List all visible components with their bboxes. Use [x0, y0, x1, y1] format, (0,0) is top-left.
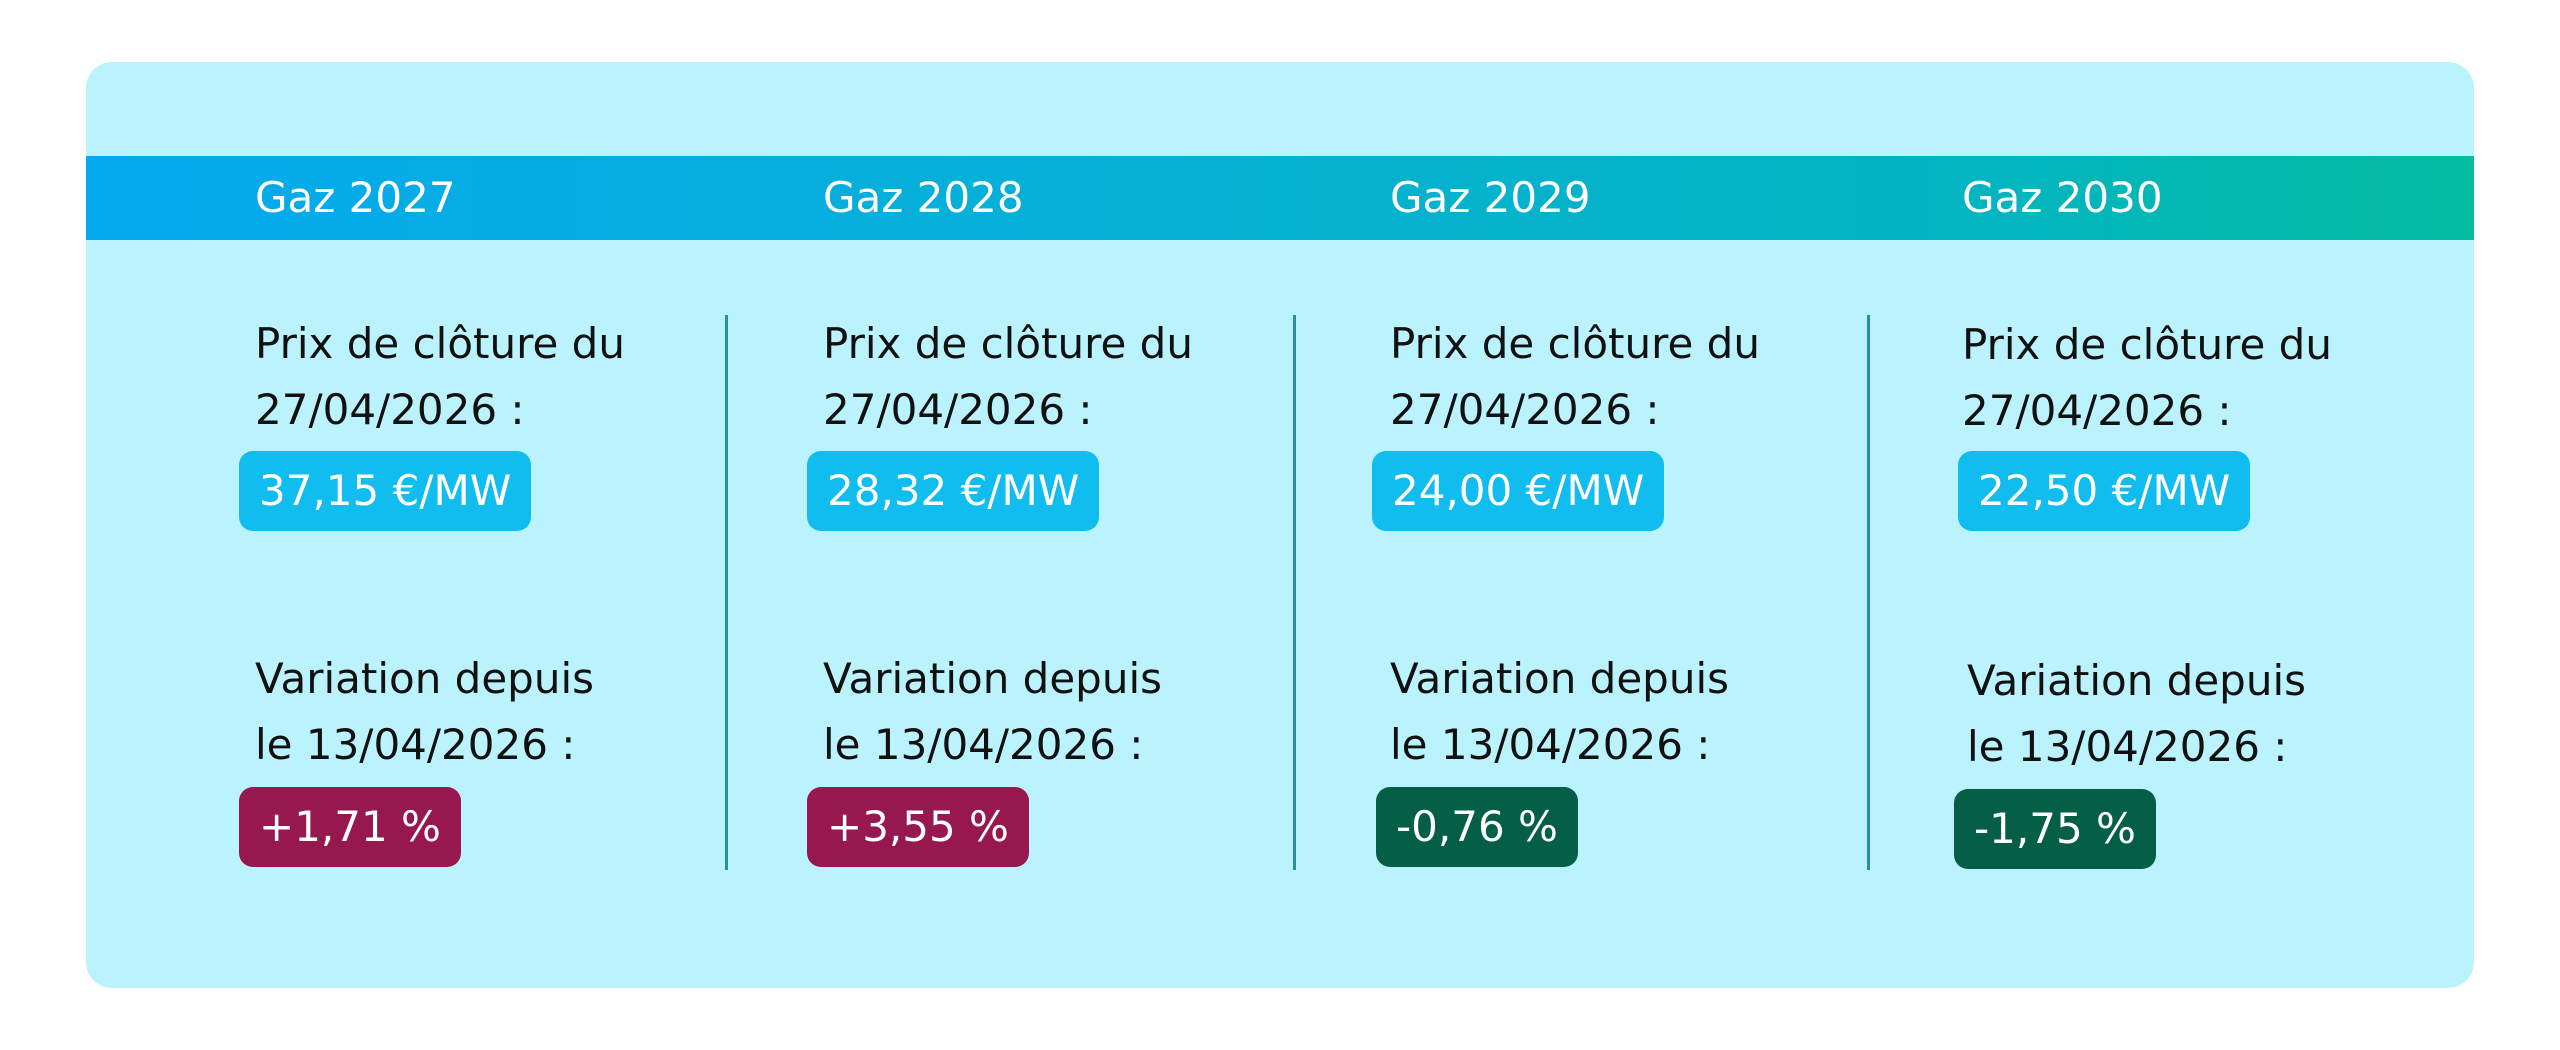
- price-label-line1: Prix de clôture du: [1962, 320, 2332, 369]
- variation-badge: +1,71 %: [239, 787, 461, 867]
- variation-badge: +3,55 %: [807, 787, 1029, 867]
- price-badge: 24,00 €/MW: [1372, 451, 1665, 531]
- variation-label-line2: le 13/04/2026 :: [1967, 722, 2288, 771]
- column-divider: [1293, 315, 1296, 870]
- price-label-line2: 27/04/2026 :: [823, 385, 1093, 434]
- gas-prices-card: Gaz 2027 Gaz 2028 Gaz 2029 Gaz 2030 Prix…: [86, 62, 2474, 988]
- variation-badge: -0,76 %: [1376, 787, 1578, 867]
- variation-label-line2: le 13/04/2026 :: [255, 720, 576, 769]
- price-badge: 22,50 €/MW: [1958, 451, 2251, 531]
- price-badge: 37,15 €/MW: [239, 451, 532, 531]
- column-divider: [725, 315, 728, 870]
- price-badge: 28,32 €/MW: [807, 451, 1100, 531]
- column-title-gaz-2030: Gaz 2030: [1962, 173, 2163, 222]
- variation-label-line1: Variation depuis: [823, 654, 1163, 703]
- variation-label-line1: Variation depuis: [255, 654, 595, 703]
- column-title-gaz-2029: Gaz 2029: [1390, 173, 1591, 222]
- variation-label-line1: Variation depuis: [1390, 654, 1730, 703]
- header-band: Gaz 2027 Gaz 2028 Gaz 2029 Gaz 2030: [86, 156, 2474, 240]
- column-title-gaz-2027: Gaz 2027: [255, 173, 456, 222]
- price-label-line1: Prix de clôture du: [823, 319, 1193, 368]
- column-divider: [1867, 315, 1870, 870]
- variation-badge: -1,75 %: [1954, 789, 2156, 869]
- variation-label-line2: le 13/04/2026 :: [1390, 720, 1711, 769]
- column-title-gaz-2028: Gaz 2028: [823, 173, 1024, 222]
- variation-label-line2: le 13/04/2026 :: [823, 720, 1144, 769]
- price-label-line2: 27/04/2026 :: [1390, 385, 1660, 434]
- variation-label-line1: Variation depuis: [1967, 656, 2307, 705]
- price-label-line2: 27/04/2026 :: [255, 385, 525, 434]
- price-label-line2: 27/04/2026 :: [1962, 386, 2232, 435]
- price-label-line1: Prix de clôture du: [1390, 319, 1760, 368]
- price-label-line1: Prix de clôture du: [255, 319, 625, 368]
